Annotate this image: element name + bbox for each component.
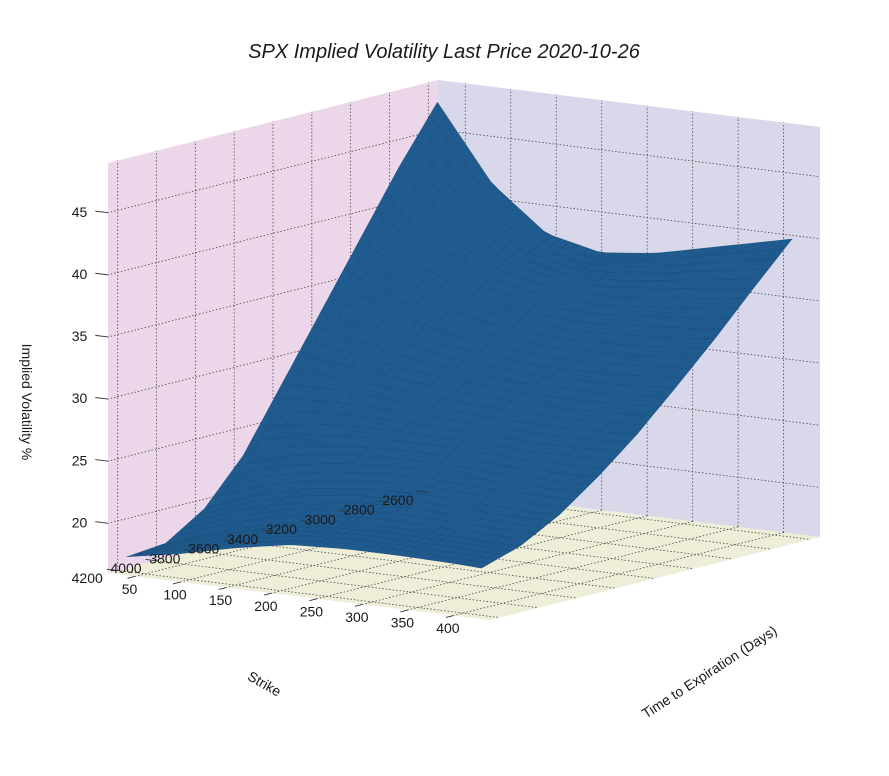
- x-tick-mark: [378, 500, 390, 503]
- x-axis-label: Strike: [245, 668, 284, 700]
- z-tick-mark: [95, 272, 109, 276]
- z-tick-mark: [95, 459, 109, 462]
- gridline-strike: [195, 550, 578, 599]
- x-tick-label: 2600: [382, 492, 413, 508]
- x-tick-mark: [417, 490, 429, 493]
- x-tick-label: 3800: [149, 550, 180, 566]
- gridline-days: [317, 515, 648, 600]
- x-tick-mark: [145, 559, 157, 562]
- x-tick-mark: [339, 510, 351, 513]
- y-tick-label: 350: [391, 615, 415, 631]
- y-tick-label: 150: [209, 592, 233, 608]
- x-tick-label: 4200: [72, 570, 103, 586]
- z-tick-mark: [95, 397, 109, 400]
- x-tick-mark: [223, 539, 235, 542]
- gridline-strike: [117, 570, 500, 618]
- gridline-iv: [107, 129, 439, 214]
- z-tick-label: 25: [72, 452, 88, 468]
- y-tick-label: 400: [436, 620, 460, 636]
- x-tick-label: 3600: [188, 541, 219, 557]
- gridline-days: [362, 520, 693, 605]
- z-tick-label: 35: [72, 328, 88, 344]
- y-axis-label: Time to Expiration (Days): [639, 622, 780, 721]
- y-tick-mark: [309, 598, 318, 602]
- surface-patch: [472, 562, 490, 569]
- x-tick-label: 3200: [266, 521, 297, 537]
- y-tick-mark: [263, 592, 272, 596]
- x-tick-mark: [106, 568, 118, 572]
- z-tick-label: 20: [72, 514, 88, 530]
- y-tick-mark: [218, 587, 227, 590]
- x-tick-label: 3400: [227, 531, 258, 547]
- x-tick-mark: [262, 529, 274, 532]
- y-tick-mark: [172, 581, 181, 585]
- z-tick-label: 40: [72, 266, 88, 282]
- y-tick-label: 100: [163, 587, 187, 603]
- x-tick-mark: [184, 549, 196, 552]
- y-tick-label: 300: [345, 609, 369, 625]
- z-tick-mark: [95, 210, 109, 214]
- z-axis-label: Implied Volatility %: [19, 344, 35, 461]
- gridline-strike: [234, 540, 617, 589]
- y-tick-label: 250: [300, 603, 324, 619]
- y-tick-mark: [127, 575, 136, 579]
- y-tick-mark: [445, 615, 454, 618]
- volatility-surface: [126, 101, 793, 569]
- y-tick-mark: [400, 609, 409, 613]
- axis-ticks: 2600 2800 3000 3200 3400 3600 3800 4000 4200 50 10…: [72, 204, 460, 636]
- y-tick-label: 50: [122, 581, 138, 597]
- gridline-days: [408, 526, 739, 611]
- gridline-iv: [437, 129, 821, 178]
- chart-title: SPX Implied Volatility Last Price 2020-1…: [248, 41, 641, 63]
- x-tick-label: 4000: [110, 560, 141, 576]
- gridline-days: [453, 532, 784, 616]
- x-tick-mark: [300, 519, 312, 523]
- x-tick-label: 3000: [305, 511, 336, 527]
- z-tick-mark: [95, 521, 109, 524]
- y-tick-label: 200: [254, 598, 278, 614]
- x-tick-label: 2800: [343, 502, 374, 518]
- y-tick-mark: [354, 603, 363, 607]
- z-tick-mark: [95, 334, 109, 338]
- gridline-strike: [156, 560, 539, 609]
- z-tick-label: 45: [72, 204, 88, 220]
- z-tick-label: 30: [72, 390, 88, 406]
